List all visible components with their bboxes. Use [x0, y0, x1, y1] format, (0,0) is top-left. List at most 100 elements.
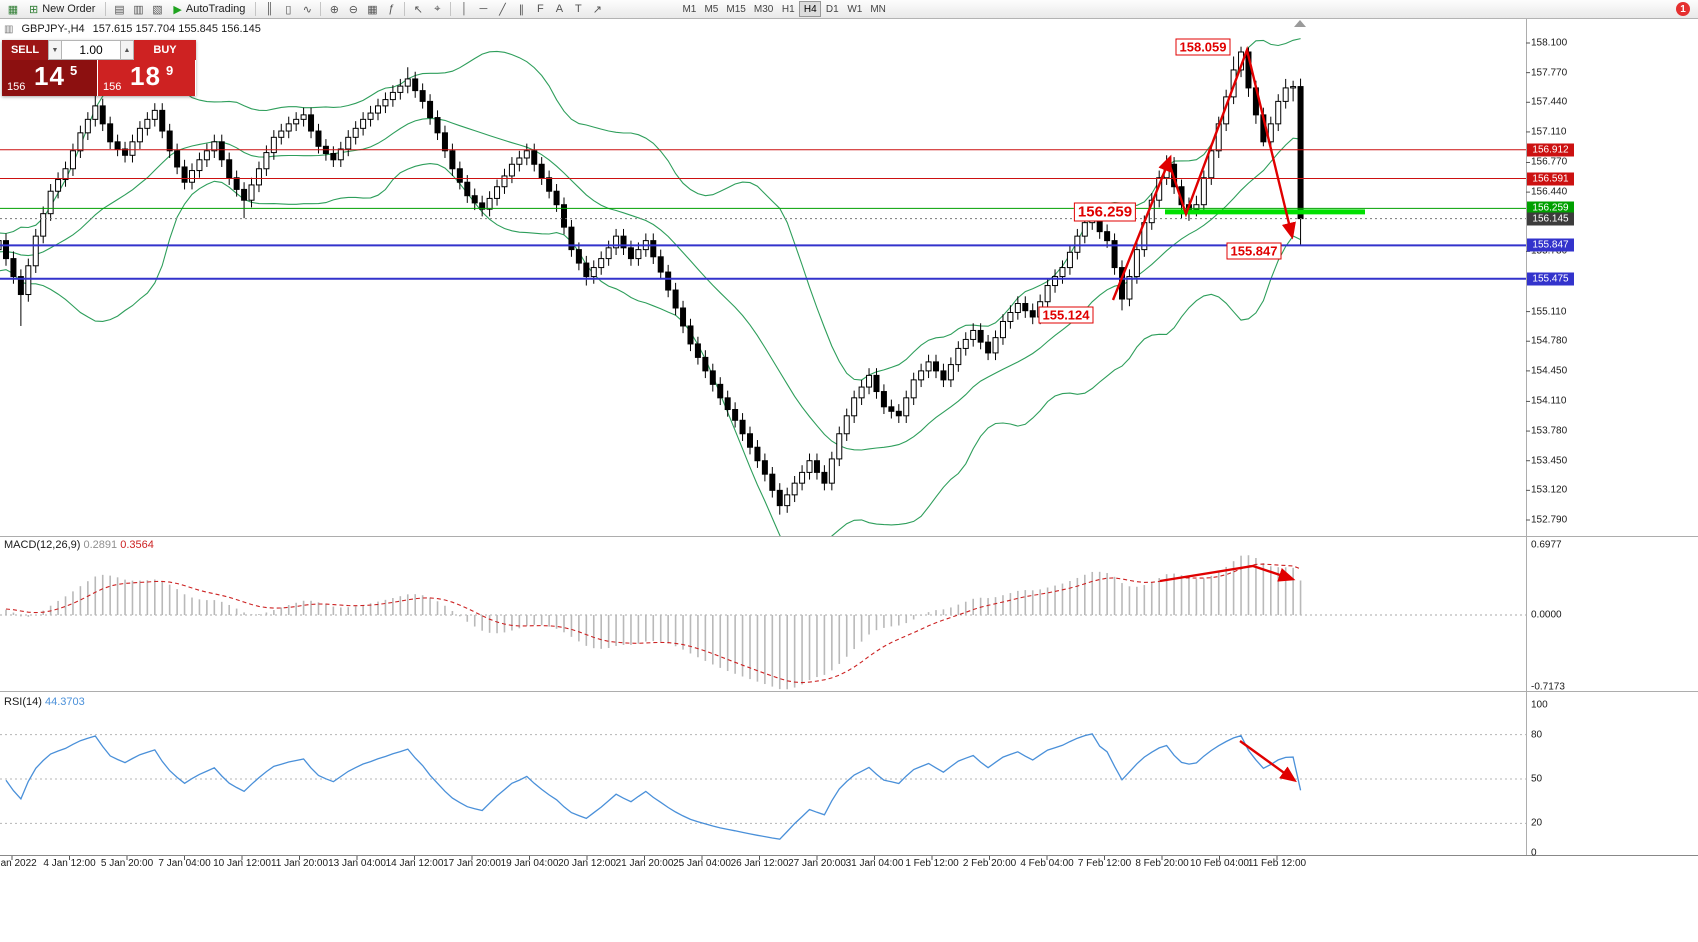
timeframe-m30[interactable]: M30 [753, 4, 774, 15]
tile-windows-icon[interactable]: ▦ [367, 3, 378, 16]
macd-axis-tick: 0.0000 [1531, 609, 1562, 621]
price-axis-tick: 158.100 [1531, 37, 1568, 49]
notification-badge[interactable]: 1 [1676, 2, 1690, 16]
time-axis-label: 1 Feb 12:00 [905, 858, 959, 869]
zoom-out-icon[interactable]: ⊖ [348, 3, 359, 16]
price-axis-tick: 157.770 [1531, 67, 1568, 79]
time-axis-label: 27 Jan 20:00 [788, 858, 846, 869]
price-callout[interactable]: 156.259 [1073, 202, 1137, 222]
timeframe-w1[interactable]: W1 [847, 4, 863, 15]
price-axis-tick: 154.780 [1531, 335, 1568, 347]
timeframe-h4[interactable]: H4 [799, 1, 822, 17]
price-callout[interactable]: 155.124 [1038, 306, 1094, 324]
annotation-arrows-layer[interactable] [1111, 45, 1297, 783]
price-axis-tick: 154.110 [1531, 395, 1567, 407]
ask-prefix: 156 [103, 81, 122, 93]
rsi-axis-tick: 100 [1531, 699, 1548, 711]
timeframe-d1[interactable]: D1 [825, 4, 839, 15]
bid-pip-digit: 5 [70, 63, 78, 78]
profiles-icon[interactable]: ▤ [114, 3, 125, 16]
channel-icon[interactable]: ∥ [518, 3, 525, 16]
price-axis-tick: 153.120 [1531, 484, 1568, 496]
new-order-button[interactable]: ⊞ New Order [23, 1, 101, 17]
time-axis-label: 20 Jan 12:00 [558, 858, 616, 869]
price-axis-tick: 153.780 [1531, 425, 1568, 437]
sell-price-button[interactable]: 156 14 5 [2, 60, 98, 96]
volume-down-icon: ▼ [51, 46, 59, 54]
time-axis-label: 11 Jan 20:00 [270, 858, 329, 869]
timeframe-m5[interactable]: M5 [704, 4, 719, 15]
autotrading-button[interactable]: ▶ AutoTrading [167, 1, 251, 17]
volume-decrease-button[interactable]: ▼ [48, 40, 62, 60]
chart-info-line: ▥ GBPJPY-,H4 157.615 157.704 155.845 156… [4, 23, 261, 35]
arrows-icon[interactable]: ↗ [592, 3, 603, 16]
rsi-arrow[interactable] [1239, 740, 1297, 783]
volume-input[interactable]: 1.00 [62, 40, 120, 60]
time-axis-label: 2 Feb 20:00 [962, 858, 1017, 869]
price-callout[interactable]: 155.847 [1226, 242, 1282, 260]
navigator-icon[interactable]: ▧ [152, 3, 163, 16]
price-badge: 155.475 [1527, 272, 1574, 286]
horizontal-lines-layer[interactable] [0, 149, 1526, 280]
toolbar-separator [404, 2, 406, 16]
buy-button[interactable]: BUY [134, 40, 196, 60]
line-chart-icon[interactable]: ∿ [302, 3, 313, 16]
price-badge: 156.145 [1527, 212, 1574, 226]
symbol-chart-icon: ▥ [4, 23, 14, 35]
timeframe-group: M1 M5 M15 M30 H1 H4 D1 W1 MN [678, 1, 889, 17]
candlestick-icon[interactable]: ▯ [285, 3, 292, 16]
time-axis-label: 26 Jan 12:00 [730, 858, 789, 869]
cursor-icon[interactable]: ↖ [413, 3, 424, 16]
trend-arrow-spike[interactable] [1168, 45, 1296, 240]
time-axis-label: 8 Feb 20:00 [1135, 858, 1189, 869]
crosshair-icon[interactable]: ⌖ [434, 2, 441, 15]
time-axis-label: 25 Jan 04:00 [673, 858, 731, 869]
zoom-in-icon[interactable]: ⊕ [329, 3, 340, 16]
time-axis-label: 10 Feb 04:00 [1190, 858, 1249, 869]
buy-price-button[interactable]: 156 18 9 [98, 60, 195, 96]
time-axis-label: 21 Jan 20:00 [615, 858, 674, 869]
rsi-axis-tick: 0 [1531, 847, 1537, 859]
time-axis-label: 10 Jan 12:00 [213, 858, 271, 869]
price-badge: 156.591 [1527, 172, 1574, 186]
autotrading-play-icon: ▶ [173, 3, 182, 16]
trend-arrow-up[interactable] [1111, 154, 1172, 301]
label-icon[interactable]: T [575, 3, 582, 15]
time-axis-label: 14 Jan 12:00 [385, 858, 444, 869]
volume-increase-button[interactable]: ▲ [120, 40, 134, 60]
panel-frame [0, 19, 1698, 860]
price-axis-tick: 155.110 [1531, 306, 1567, 318]
bar-chart-icon[interactable]: ║ [265, 3, 274, 15]
trendline-icon[interactable]: ╱ [499, 3, 506, 16]
fibonacci-icon[interactable]: F [537, 3, 544, 15]
macd-arrow[interactable] [1159, 564, 1296, 583]
price-axis-tick: 152.790 [1531, 514, 1568, 526]
one-click-trading-panel: SELL ▼ 1.00 ▲ BUY 156 14 5 156 18 9 [2, 40, 196, 96]
time-axis-label: 4 Feb 04:00 [1020, 858, 1074, 869]
horizontal-line-icon[interactable]: ─ [479, 3, 488, 15]
vertical-line-icon[interactable]: │ [460, 3, 468, 15]
price-callout[interactable]: 158.059 [1175, 38, 1231, 56]
sell-button[interactable]: SELL [2, 40, 48, 60]
time-axis-label: 19 Jan 04:00 [500, 858, 559, 869]
time-axis-label: 13 Jan 04:00 [328, 858, 386, 869]
rsi-name: RSI(14) [4, 696, 42, 708]
rsi-axis-tick: 20 [1531, 817, 1543, 829]
market-watch-icon[interactable]: ▥ [133, 3, 144, 16]
timeframe-mn[interactable]: MN [870, 4, 886, 15]
toolbar-separator [105, 2, 107, 16]
rsi-layer [0, 733, 1526, 840]
new-chart-icon[interactable]: ▦ [7, 3, 19, 16]
rsi-axis-tick: 80 [1531, 729, 1543, 741]
indicators-icon[interactable]: ƒ [388, 3, 395, 15]
toolbar-separator [320, 2, 322, 16]
macd-layer [0, 555, 1526, 690]
timeframe-m1[interactable]: M1 [682, 4, 697, 15]
macd-name: MACD(12,26,9) [4, 539, 81, 551]
timeframe-m15[interactable]: M15 [726, 4, 746, 15]
text-icon[interactable]: A [555, 3, 564, 15]
rsi-indicator-label: RSI(14) 44.3703 [4, 696, 85, 708]
timeframe-h1[interactable]: H1 [781, 4, 795, 15]
